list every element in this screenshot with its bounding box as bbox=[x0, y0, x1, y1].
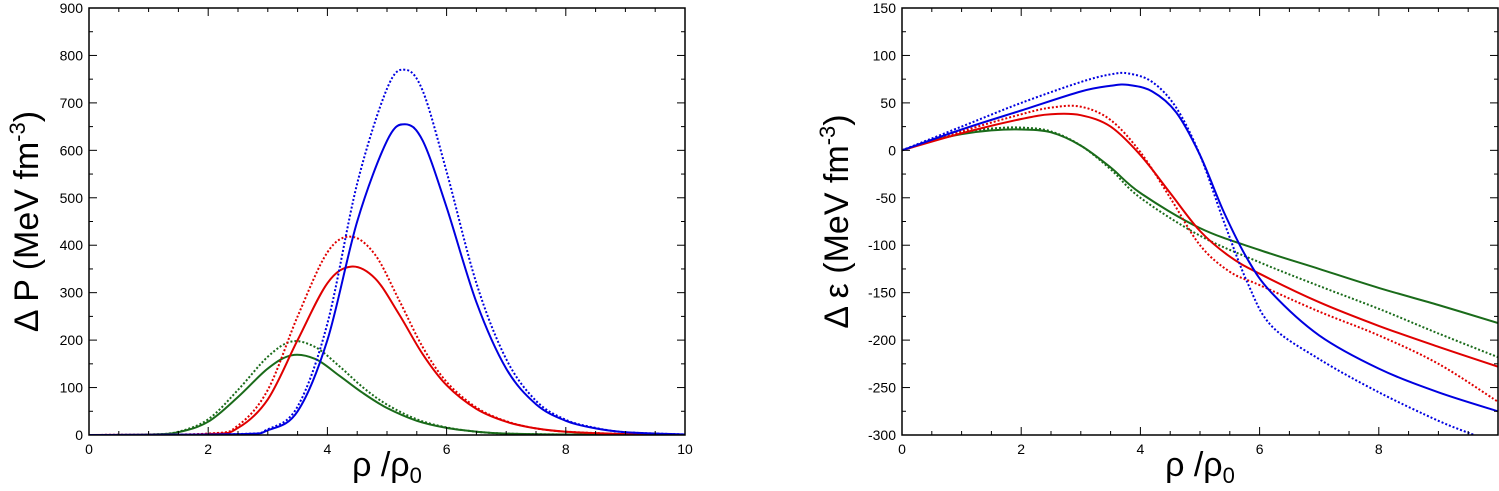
y-tick-label: 0 bbox=[888, 142, 896, 158]
y-tick-label: 0 bbox=[75, 427, 83, 443]
energy-line-red-solid bbox=[902, 112, 1498, 368]
pressure-series-layer bbox=[89, 68, 685, 435]
x-tick-label: 0 bbox=[898, 441, 906, 457]
y-tick-label: 150 bbox=[873, 0, 897, 16]
y-tick-label: 600 bbox=[60, 142, 84, 158]
y-tick-label: 300 bbox=[60, 285, 84, 301]
energy-line-blue-solid bbox=[902, 83, 1498, 413]
y-tick-label: 200 bbox=[60, 332, 84, 348]
y-tick-label: 900 bbox=[60, 0, 84, 16]
x-tick-label: 8 bbox=[562, 441, 570, 457]
x-tick-label: 2 bbox=[1017, 441, 1025, 457]
energy-line-green-dotted bbox=[902, 126, 1498, 359]
pressure-y-axis-title: Δ P (MeV fm-3) bbox=[5, 111, 46, 332]
x-tick-label: 4 bbox=[1137, 441, 1145, 457]
pressure-plot-frame bbox=[88, 7, 686, 436]
energy-plot-frame bbox=[901, 7, 1499, 436]
x-tick-label: 0 bbox=[85, 441, 93, 457]
x-tick-label: 10 bbox=[677, 441, 693, 457]
y-tick-label: 800 bbox=[60, 47, 84, 63]
pressure-line-blue-dotted bbox=[89, 68, 685, 435]
x-tick-label: 8 bbox=[1375, 441, 1383, 457]
y-tick-label: 400 bbox=[60, 237, 84, 253]
y-tick-label: -200 bbox=[868, 332, 896, 348]
y-tick-label: -250 bbox=[868, 380, 896, 396]
pressure-line-red-solid bbox=[89, 265, 685, 435]
y-tick-label: 700 bbox=[60, 95, 84, 111]
energy-panel: 0 2 4 6 8 -300 -250 -200 -150 -100 -50 0 50 100 150 ρ … bbox=[815, 0, 1499, 488]
pressure-x-axis-title: ρ /ρ0 bbox=[352, 446, 422, 488]
x-tick-label: 6 bbox=[1256, 441, 1264, 457]
pressure-line-green-solid bbox=[89, 353, 685, 435]
pressure-line-green-dotted bbox=[89, 340, 685, 435]
y-tick-label: -150 bbox=[868, 285, 896, 301]
y-tick-label: -50 bbox=[876, 190, 896, 206]
y-tick-label: -100 bbox=[868, 237, 896, 253]
energy-series-layer bbox=[902, 71, 1498, 435]
y-tick-label: 50 bbox=[880, 95, 896, 111]
x-tick-label: 2 bbox=[204, 441, 212, 457]
pressure-line-blue-solid bbox=[89, 123, 685, 435]
energy-line-blue-dotted bbox=[902, 71, 1475, 435]
y-tick-label: -300 bbox=[868, 427, 896, 443]
energy-y-axis-title: Δ ε (MeV fm-3) bbox=[815, 114, 856, 328]
energy-x-axis-title: ρ /ρ0 bbox=[1165, 446, 1235, 488]
x-tick-label: 4 bbox=[324, 441, 332, 457]
pressure-line-red-dotted bbox=[89, 235, 685, 435]
energy-line-green-solid bbox=[902, 128, 1498, 324]
y-tick-label: 500 bbox=[60, 190, 84, 206]
y-tick-label: 100 bbox=[873, 47, 897, 63]
energy-ticks: 0 2 4 6 8 -300 -250 -200 -150 -100 -50 0 50 100 150 bbox=[868, 0, 1498, 457]
energy-line-red-dotted bbox=[902, 104, 1498, 403]
y-tick-label: 100 bbox=[60, 380, 84, 396]
x-tick-label: 6 bbox=[443, 441, 451, 457]
